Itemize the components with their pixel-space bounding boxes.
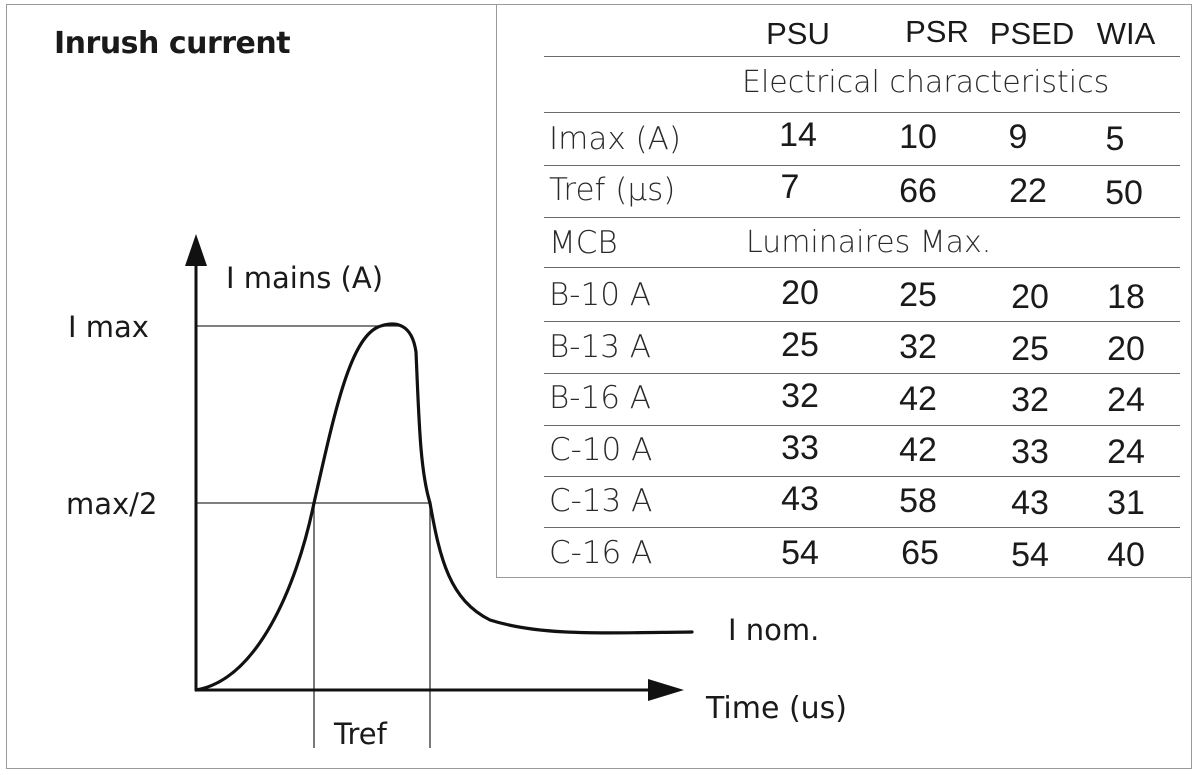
table-cell: 50 (1105, 174, 1143, 212)
table-divider (544, 165, 1180, 166)
row-label-tref: Tref (µs) (549, 172, 676, 208)
column-header-wia: WIA (1096, 16, 1156, 51)
table-divider (544, 112, 1180, 113)
table-cell: 10 (899, 118, 937, 156)
figure-frame (6, 4, 1192, 769)
table-cell: 32 (1011, 381, 1049, 419)
imax-label: I max (68, 310, 149, 344)
table-divider (544, 425, 1180, 426)
row-label-imax: Imax (A) (549, 121, 681, 157)
table-cell: 18 (1107, 278, 1145, 316)
table-cell: 33 (1011, 433, 1049, 471)
x-axis-label: Time (us) (705, 691, 847, 726)
tref-label: Tref (333, 717, 388, 751)
table-divider (544, 321, 1180, 322)
table-cell: 7 (780, 168, 800, 206)
row-label-c13: C-13 A (549, 483, 653, 519)
table-cell: 20 (1011, 278, 1049, 316)
table-cell: 24 (1107, 381, 1145, 419)
table-divider (544, 267, 1180, 268)
table-cell: 9 (1008, 118, 1028, 156)
row-label-b10: B-10 A (549, 277, 651, 313)
table-cell: 65 (901, 534, 939, 572)
row-label-c16: C-16 A (549, 535, 653, 571)
nominal-label: I nom. (728, 613, 819, 647)
table-cell: 31 (1107, 484, 1145, 522)
table-cell: 20 (1107, 330, 1145, 368)
table-cell: 43 (781, 480, 819, 518)
table-cell: 54 (1011, 536, 1049, 574)
table-cell: 24 (1107, 433, 1145, 471)
table-divider (544, 56, 1180, 57)
table-cell: 25 (899, 276, 937, 314)
table-cell: 40 (1107, 536, 1145, 574)
inrush-curve (194, 322, 694, 692)
table-divider (544, 527, 1180, 528)
table-cell: 20 (781, 274, 819, 312)
table-cell: 58 (899, 482, 937, 520)
y-axis-arrow (185, 234, 207, 266)
table-cell: 42 (899, 431, 937, 469)
mcb-column-label: MCB (549, 225, 618, 261)
section-luminaires-max: Luminaires Max. (746, 225, 992, 260)
table-cell: 42 (899, 380, 937, 418)
table-divider (544, 476, 1180, 477)
row-label-b13: B-13 A (549, 329, 651, 365)
x-axis-arrow (648, 679, 684, 701)
y-axis-label: I mains (A) (226, 261, 383, 295)
table-cell: 43 (1011, 484, 1049, 522)
table-cell: 66 (899, 172, 937, 210)
figure-title: Inrush current (54, 26, 291, 61)
row-label-b16: B-16 A (549, 380, 651, 416)
table-divider (544, 373, 1180, 374)
section-electrical-characteristics: Electrical characteristics (742, 65, 1110, 100)
table-cell: 14 (779, 116, 817, 154)
table-cell: 25 (1011, 330, 1049, 368)
column-header-psed: PSED (989, 16, 1075, 51)
column-header-psr: PSR (905, 14, 969, 49)
table-cell: 22 (1009, 172, 1047, 210)
table-cell: 5 (1105, 120, 1125, 158)
table-cell: 33 (781, 429, 819, 467)
table-divider (544, 217, 1180, 218)
characteristics-table (496, 4, 1192, 578)
table-cell: 32 (899, 328, 937, 366)
column-header-psu: PSU (766, 16, 830, 51)
row-label-c10: C-10 A (549, 432, 653, 468)
half-max-label: max/2 (66, 487, 157, 521)
table-cell: 25 (781, 326, 819, 364)
table-cell: 32 (781, 377, 819, 415)
table-cell: 54 (781, 534, 819, 572)
